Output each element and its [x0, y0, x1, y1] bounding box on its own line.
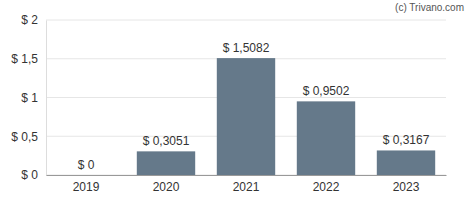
- y-tick-label: $ 1: [21, 91, 38, 105]
- bars: [137, 58, 435, 175]
- bar: [57, 175, 115, 176]
- y-tick: $ 0,5: [11, 130, 46, 144]
- y-tick-label: $ 0,5: [11, 130, 38, 144]
- x-tick-label: 2023: [393, 180, 420, 194]
- x-axis: 2019 2020 2021 2022 2023: [47, 175, 447, 194]
- bar: [137, 151, 195, 175]
- y-tick: $ 0: [21, 168, 46, 182]
- x-tick-label: 2021: [233, 180, 260, 194]
- y-tick: $ 2: [21, 13, 46, 27]
- y-tick-label: $ 0: [21, 168, 38, 182]
- annotation: (c) Trivano.com: [395, 2, 464, 13]
- x-tick: 2019: [73, 175, 100, 194]
- y-axis: $ 0 $ 0,5 $ 1 $ 1,5 $ 2: [11, 13, 46, 182]
- x-axis-line: [47, 175, 447, 176]
- grid: [46, 20, 446, 175]
- data-label: $ 0: [78, 158, 95, 172]
- data-label: $ 0,3167: [383, 133, 430, 147]
- x-tick-label: 2019: [73, 180, 100, 194]
- plot: $ 0 $ 0,5 $ 1 $ 1,5 $ 2 2019 2020 2021 2022 2023 $…: [11, 13, 446, 193]
- y-axis-line: [46, 21, 47, 176]
- bar: [217, 58, 275, 175]
- grid-line: [46, 20, 446, 21]
- y-tick-label: $ 2: [21, 13, 38, 27]
- data-label: $ 0,9502: [303, 84, 350, 98]
- bar: [297, 101, 355, 175]
- data-label: $ 1,5082: [223, 41, 270, 55]
- x-tick-label: 2022: [313, 180, 340, 194]
- y-tick: $ 1: [21, 91, 46, 105]
- x-tick: 2020: [153, 175, 180, 194]
- y-tick: $ 1,5: [11, 52, 46, 66]
- x-tick-label: 2020: [153, 180, 180, 194]
- data-labels: $ 0 $ 0,3051 $ 1,5082 $ 0,9502 $ 0,3167: [78, 41, 430, 172]
- x-tick: 2021: [233, 175, 260, 194]
- x-tick: 2022: [313, 175, 340, 194]
- chart: $ 0 $ 0,5 $ 1 $ 1,5 $ 2 2019 2020 2021 2022 2023 $…: [0, 0, 470, 200]
- y-tick-label: $ 1,5: [11, 52, 38, 66]
- x-tick: 2023: [393, 175, 420, 194]
- bar: [377, 150, 435, 175]
- data-label: $ 0,3051: [143, 134, 190, 148]
